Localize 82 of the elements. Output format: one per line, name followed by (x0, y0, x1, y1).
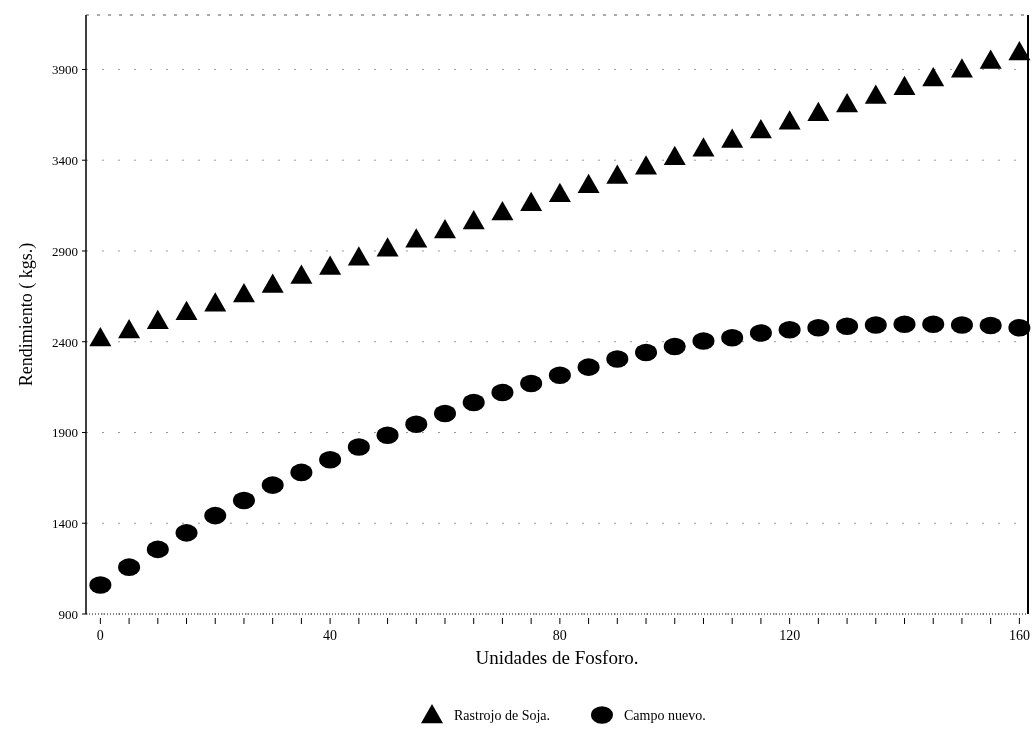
y-tick-label: 900 (58, 607, 78, 622)
point (290, 264, 313, 284)
point (778, 320, 801, 339)
point (606, 350, 629, 368)
point (807, 101, 830, 121)
point (232, 282, 255, 303)
point (692, 137, 715, 157)
point (491, 200, 514, 221)
point (807, 318, 830, 337)
y-tick-label: 3900 (52, 62, 78, 78)
point (979, 49, 1002, 69)
point (692, 332, 715, 350)
point (606, 164, 629, 184)
point (721, 328, 744, 347)
point (577, 173, 600, 193)
point (548, 366, 571, 385)
point (118, 558, 141, 576)
point (520, 191, 543, 212)
y-tick-label: 2400 (52, 334, 78, 350)
point (261, 476, 284, 494)
point (520, 374, 543, 393)
point (89, 327, 112, 347)
point (462, 393, 485, 412)
point (232, 491, 255, 510)
point (922, 66, 945, 87)
point (1008, 41, 1031, 61)
point (950, 316, 973, 334)
point (836, 317, 859, 336)
point (118, 318, 141, 339)
point (319, 255, 342, 275)
point (950, 58, 973, 78)
point (749, 119, 772, 139)
x-tick-label: 80 (552, 628, 567, 643)
x-tick-label: 0 (96, 628, 104, 643)
point (721, 128, 744, 148)
point (89, 576, 112, 594)
x-axis-title: Unidades de Fosforo. (475, 647, 639, 668)
point (405, 228, 428, 248)
point (462, 210, 485, 230)
point (290, 463, 313, 482)
legend-label: Campo nuevo. (624, 708, 706, 723)
point (376, 237, 399, 257)
point (749, 324, 772, 342)
point (146, 309, 169, 330)
point (922, 315, 945, 334)
point (433, 404, 456, 423)
point (577, 358, 600, 376)
point (146, 540, 169, 559)
y-axis-title: Rendimiento ( kgs.) (16, 242, 37, 387)
point (864, 84, 887, 104)
point (663, 145, 686, 166)
point (347, 246, 370, 266)
point (204, 292, 227, 312)
point (376, 426, 399, 445)
y-tick-label: 3400 (52, 153, 78, 169)
point (491, 383, 514, 402)
point (778, 110, 801, 130)
point (261, 273, 284, 293)
point (405, 415, 428, 434)
x-tick-label: 120 (779, 628, 801, 643)
point (836, 93, 859, 113)
point (663, 337, 686, 356)
point (1008, 318, 1031, 337)
point (548, 182, 571, 203)
point (175, 300, 198, 321)
point (347, 438, 370, 456)
point (893, 315, 916, 334)
x-tick-label: 160 (1008, 628, 1030, 643)
y-tick-label: 1400 (52, 516, 78, 532)
point (319, 450, 342, 469)
point (864, 316, 887, 334)
point (175, 524, 198, 542)
legend-label: Rastrojo de Soja. (454, 708, 551, 723)
point (893, 75, 916, 95)
point (979, 316, 1002, 335)
point (635, 343, 658, 362)
y-tick-label: 2900 (52, 243, 78, 259)
point (433, 219, 456, 239)
x-tick-label: 40 (323, 628, 338, 643)
point (635, 155, 658, 175)
y-tick-label: 1900 (52, 425, 78, 441)
point (204, 506, 227, 525)
